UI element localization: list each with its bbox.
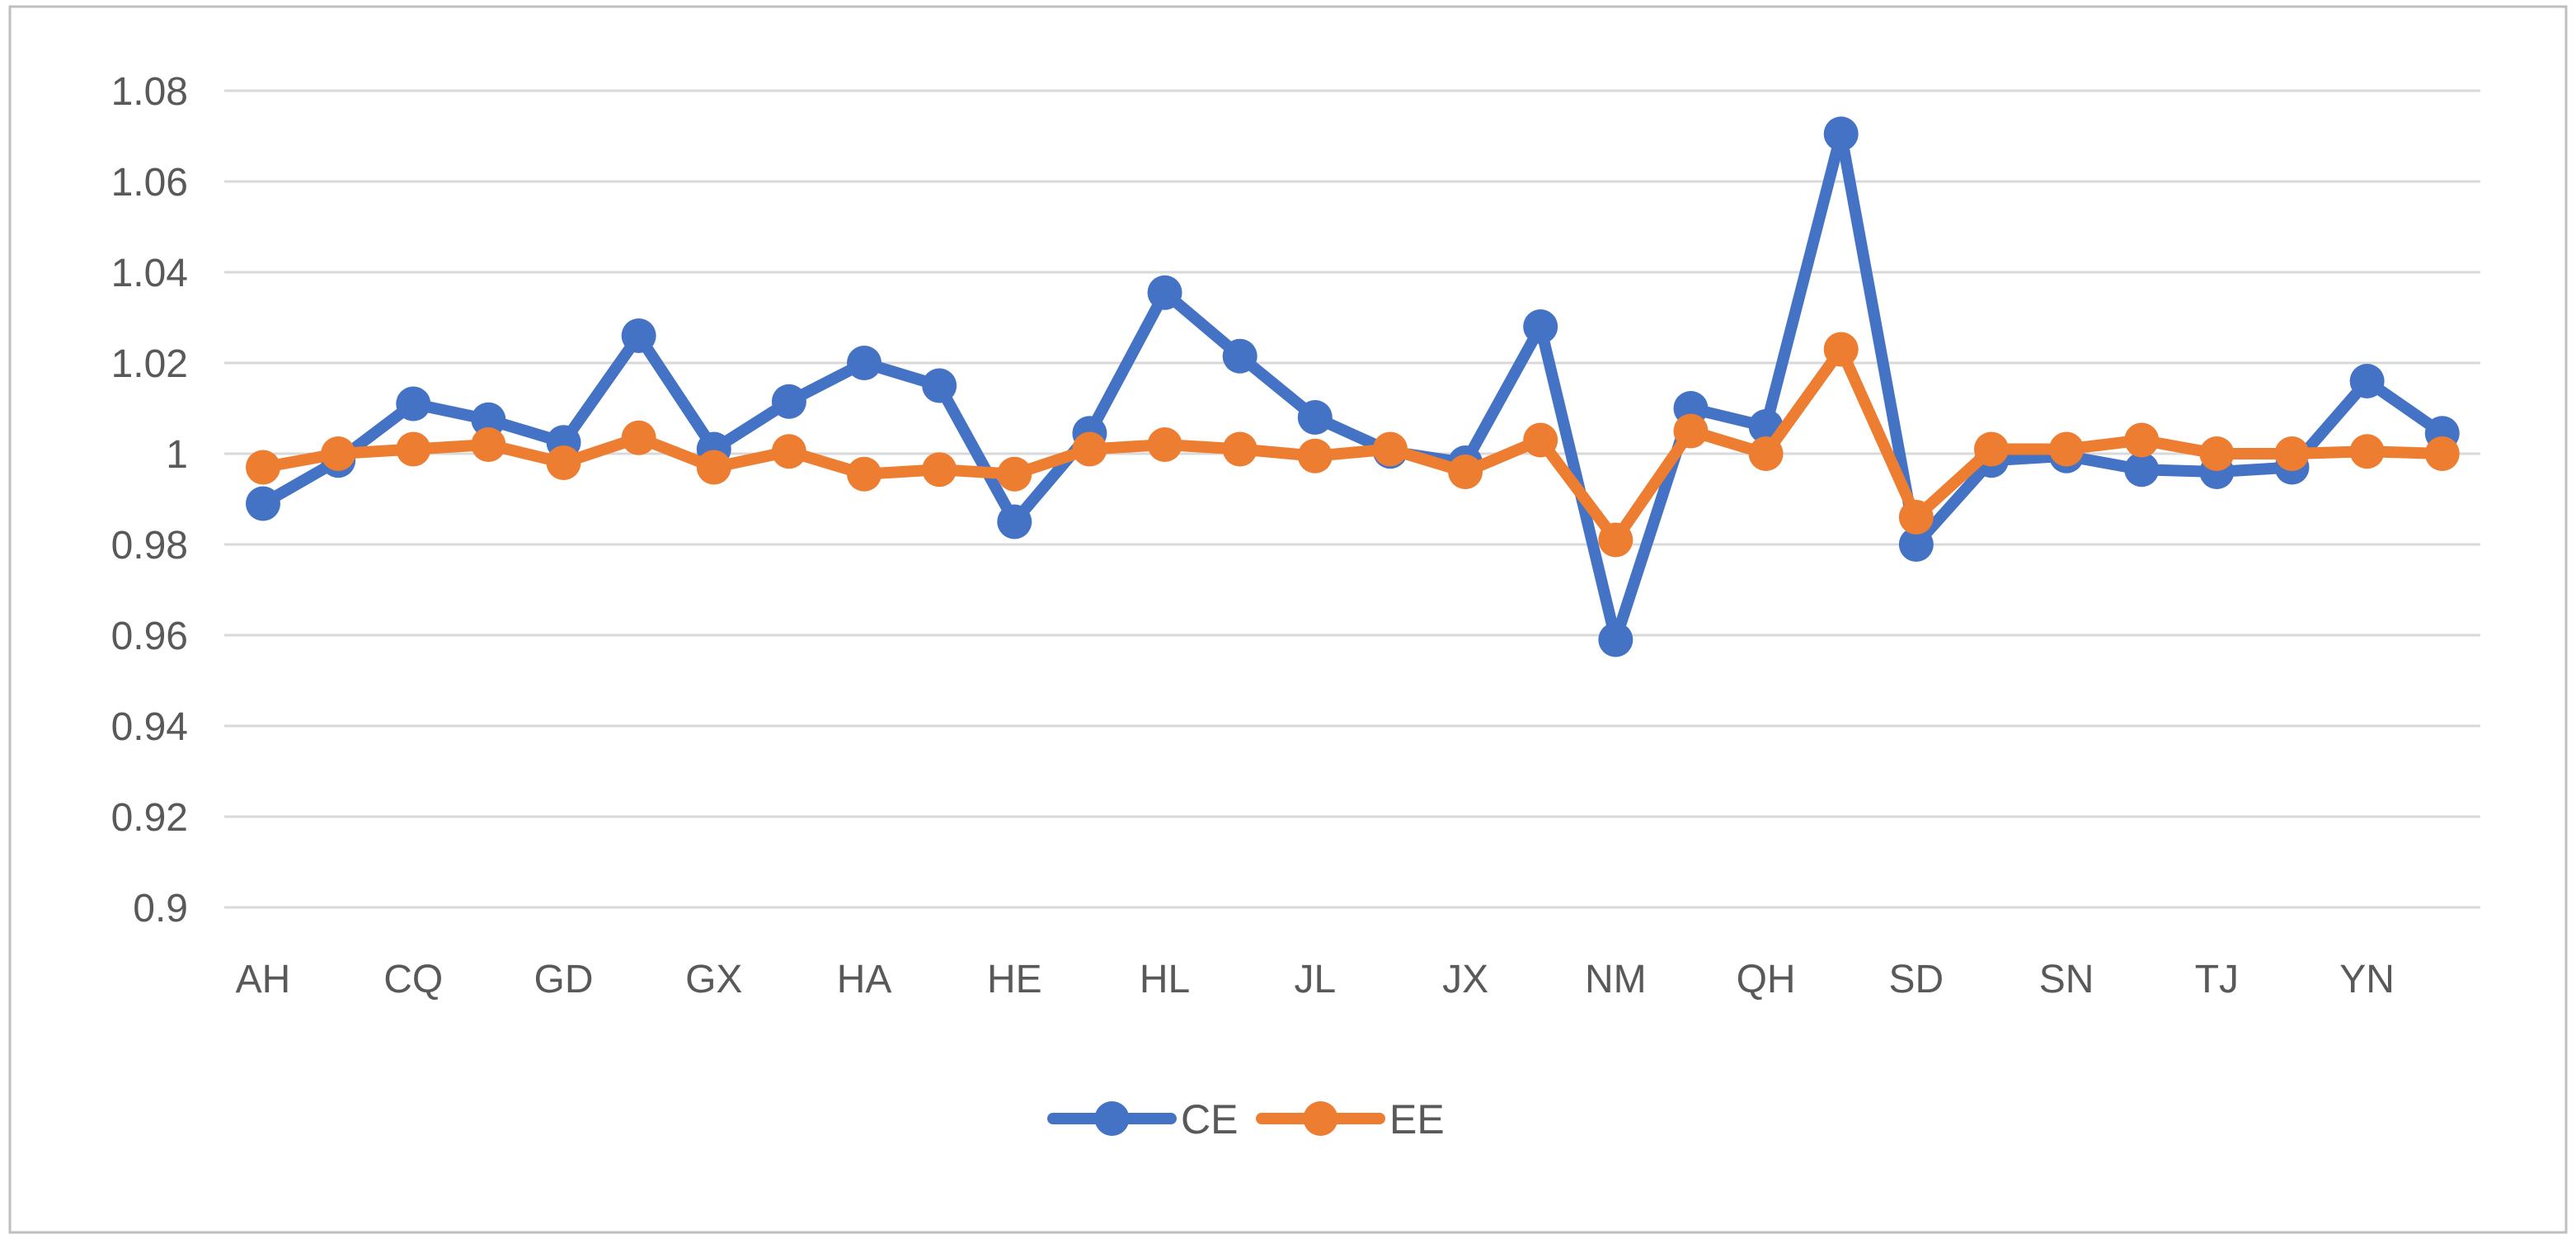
- x-axis-tick-label: NM: [1585, 958, 1647, 1001]
- x-axis-tick-label: TJ: [2195, 958, 2239, 1001]
- series-ce-marker: [1898, 527, 1934, 562]
- y-axis-tick-label: 0.96: [111, 615, 188, 658]
- series-ce-marker: [246, 486, 280, 521]
- series-ee-marker: [1372, 431, 1408, 467]
- series-ee-marker: [1448, 455, 1483, 489]
- series-ee-marker: [396, 431, 431, 467]
- series-ee-marker: [2424, 436, 2460, 471]
- series-ce-marker: [2349, 364, 2385, 398]
- legend-marker-swatch: [1303, 1101, 1338, 1136]
- series-ee-marker: [2049, 431, 2085, 467]
- x-axis-tick-label: JX: [1442, 958, 1488, 1001]
- series-ee-marker: [922, 452, 957, 488]
- series-ee-marker: [471, 427, 506, 462]
- series-ee-marker: [1973, 431, 2009, 467]
- series-ee: [246, 332, 2460, 558]
- series-ee-marker: [847, 456, 882, 492]
- x-axis-tick-label: SN: [2039, 958, 2094, 1001]
- y-axis-tick-label: 1.04: [111, 252, 188, 295]
- series-ce-marker: [997, 504, 1032, 539]
- x-axis-tick-label: GX: [685, 958, 742, 1001]
- y-axis-labels: 1.08 1.06 1.04 1.02 1 0.98 0.96 0.94 0.92 0.9: [111, 70, 188, 930]
- series-ee-marker: [2349, 434, 2385, 469]
- series-ee-marker: [1823, 332, 1859, 367]
- series-ee-marker: [1598, 522, 1634, 558]
- series-ee-marker: [1898, 500, 1934, 535]
- y-axis-tick-label: 1: [166, 433, 188, 477]
- legend-item-ce: CE: [1047, 1096, 1238, 1142]
- y-axis-tick-label: 1.02: [111, 342, 188, 386]
- legend-item-ee: EE: [1256, 1096, 1445, 1142]
- series-ee-marker: [621, 420, 656, 455]
- series-ee-marker: [1673, 413, 1709, 449]
- x-axis-tick-label: CQ: [383, 958, 443, 1001]
- series-ce-marker: [771, 384, 806, 419]
- series-ee-marker: [546, 445, 581, 480]
- series-ce-marker: [847, 346, 882, 380]
- legend-label: CE: [1181, 1096, 1238, 1142]
- series-ee-marker: [246, 450, 280, 485]
- series-ce-marker: [471, 402, 506, 437]
- x-axis-tick-label: YN: [2339, 958, 2395, 1001]
- series-ee-marker: [696, 450, 731, 485]
- series-ce: [246, 116, 2460, 657]
- series-ee-marker: [2124, 422, 2160, 458]
- x-axis-tick-label: AH: [236, 958, 291, 1001]
- series-ce-marker: [922, 368, 957, 403]
- series-ce-marker: [2124, 452, 2160, 488]
- series-ce-marker: [1823, 116, 1859, 152]
- series-ce-marker: [621, 318, 656, 353]
- series-ee-marker: [1147, 427, 1182, 462]
- y-axis-tick-label: 0.98: [111, 524, 188, 568]
- series-ce-marker: [1222, 338, 1257, 374]
- series-ee-line: [257, 343, 2448, 546]
- series-ce-marker: [1523, 309, 1558, 344]
- series-ee-marker: [1523, 422, 1558, 458]
- x-axis-tick-label: HL: [1140, 958, 1190, 1001]
- series-ce-marker: [1147, 275, 1182, 310]
- y-axis-tick-label: 0.9: [133, 887, 188, 930]
- series-ee-marker: [1072, 431, 1107, 467]
- series-ce-marker: [1297, 400, 1333, 435]
- series-ee-marker: [1222, 431, 1257, 467]
- series-ee-marker: [1748, 436, 1784, 471]
- y-axis-tick-label: 0.94: [111, 705, 188, 749]
- y-axis-tick-label: 1.08: [111, 70, 188, 114]
- gridlines: [224, 89, 2480, 909]
- series-ce-marker: [396, 386, 431, 422]
- series-ee-marker: [2199, 436, 2235, 471]
- x-axis-tick-label: SD: [1889, 958, 1944, 1001]
- legend: CE EE: [1047, 1096, 1445, 1142]
- chart-border: [8, 5, 2568, 1234]
- x-axis-tick-label: HE: [987, 958, 1042, 1001]
- x-axis-tick-label: JL: [1294, 958, 1336, 1001]
- x-axis-tick-label: HA: [837, 958, 892, 1001]
- legend-marker-swatch: [1094, 1101, 1130, 1136]
- series-ce-line: [257, 128, 2448, 646]
- x-axis-tick-label: GD: [534, 958, 594, 1001]
- series-ce-marker: [1598, 622, 1634, 657]
- series-ee-marker: [321, 436, 356, 471]
- legend-label: EE: [1389, 1096, 1445, 1142]
- series-ee-marker: [771, 434, 806, 469]
- series-ee-marker: [997, 456, 1032, 492]
- series-ee-marker: [1297, 438, 1333, 473]
- x-axis-labels: AH CQ GD GX HA HE HL JL JX NM QH SD SN TJ YN: [236, 958, 2395, 1001]
- y-axis-tick-label: 0.92: [111, 796, 188, 840]
- x-axis-tick-label: QH: [1737, 958, 1796, 1001]
- y-axis-tick-label: 1.06: [111, 161, 188, 205]
- series-ee-marker: [2274, 436, 2310, 471]
